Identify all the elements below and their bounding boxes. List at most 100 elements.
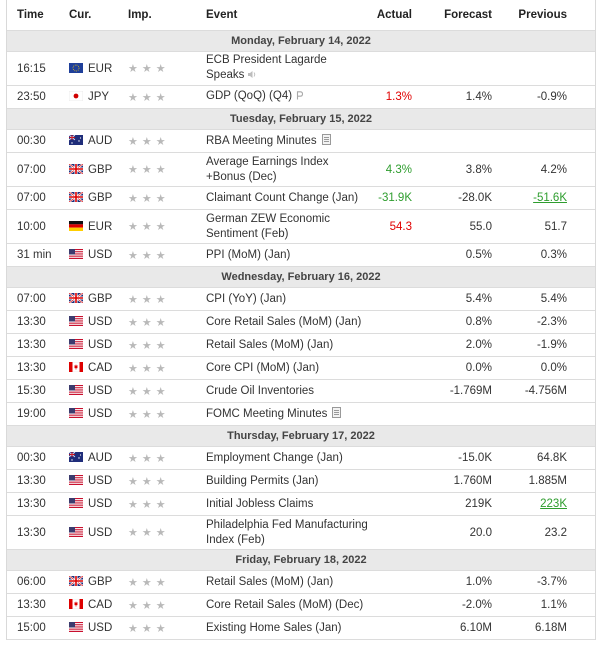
event-row[interactable]: 07:00 GBP ★ ★ ★ CPI (YoY) (Jan) 5.4% 5.4% (7, 287, 595, 311)
previous-value: 6.18M (535, 622, 567, 634)
event-row[interactable]: 13:30 USD ★ ★ ★ Retail Sales (MoM) (Jan) 2.0% -… (7, 333, 595, 357)
event-title[interactable]: FOMC Meeting Minutes (206, 407, 328, 420)
event-title[interactable]: RBA Meeting Minutes (206, 134, 317, 147)
event-title[interactable]: Retail Sales (MoM) (Jan) (206, 338, 334, 351)
star-icon: ★ (141, 622, 152, 635)
event-title[interactable]: PPI (MoM) (Jan) (206, 248, 291, 261)
event-name[interactable]: PPI (MoM) (Jan) (206, 243, 372, 267)
col-previous[interactable]: Previous (500, 0, 595, 31)
col-event[interactable]: Event (206, 0, 372, 31)
currency-code: GBP (88, 576, 113, 588)
event-row[interactable]: 23:50 JPY ★ ★ ★ GDP (QoQ) (Q4) 1.3% 1.4% -0.9% (7, 85, 595, 109)
event-time: 13:30 (7, 515, 69, 550)
event-forecast (420, 51, 500, 86)
event-name[interactable]: Core Retail Sales (MoM) (Jan) (206, 310, 372, 334)
event-name[interactable]: Retail Sales (MoM) (Jan) (206, 333, 372, 357)
event-name[interactable]: Building Permits (Jan) (206, 469, 372, 493)
event-name[interactable]: Core Retail Sales (MoM) (Dec) (206, 593, 372, 617)
star-icon: ★ (155, 316, 166, 329)
star-icon: ★ (128, 249, 138, 262)
event-name[interactable]: Retail Sales (MoM) (Jan) (206, 570, 372, 594)
event-row[interactable]: 10:00 EUR ★ ★ ★ German ZEW Economic Sentiment… (7, 209, 595, 244)
event-name[interactable]: Crude Oil Inventories (206, 379, 372, 403)
event-row[interactable]: 07:00 GBP ★ ★ ★ Average Earnings Index +Bonus… (7, 152, 595, 187)
event-row[interactable]: 13:30 CAD ★ ★ ★ Core Retail Sales (MoM) (Dec)… (7, 593, 595, 617)
event-row[interactable]: 13:30 USD ★ ★ ★ Core Retail Sales (MoM) (Jan)… (7, 310, 595, 334)
event-previous: -2.3% (500, 310, 595, 334)
event-title[interactable]: Retail Sales (MoM) (Jan) (206, 575, 334, 588)
event-row[interactable]: 07:00 GBP ★ ★ ★ Claimant Count Change (Jan) -3… (7, 186, 595, 210)
event-title[interactable]: Core CPI (MoM) (Jan) (206, 361, 320, 374)
event-name[interactable]: Employment Change (Jan) (206, 446, 372, 470)
event-title[interactable]: CPI (YoY) (Jan) (206, 292, 287, 305)
star-icon: ★ (128, 91, 138, 104)
event-title[interactable]: Core Retail Sales (MoM) (Jan) (206, 315, 362, 328)
currency-code: AUD (88, 135, 113, 147)
event-actual: 4.3% (372, 152, 420, 187)
event-row[interactable]: 15:30 USD ★ ★ ★ Crude Oil Inventories -1.769M -… (7, 379, 595, 403)
event-title[interactable]: Employment Change (Jan) (206, 451, 343, 464)
event-name[interactable]: FOMC Meeting Minutes (206, 402, 372, 426)
importance-stars: ★ ★ ★ (128, 616, 206, 640)
event-title[interactable]: Initial Jobless Claims (206, 497, 314, 510)
event-row[interactable]: 13:30 USD ★ ★ ★ Building Permits (Jan) 1.760M 1… (7, 469, 595, 493)
event-time: 13:30 (7, 333, 69, 357)
event-name[interactable]: German ZEW Economic Sentiment (Feb) (206, 209, 372, 244)
event-currency: GBP (69, 186, 128, 210)
event-row[interactable]: 00:30 AUD ★ ★ ★ Employment Change (Jan) -15.0K… (7, 446, 595, 470)
speaker-icon[interactable] (248, 69, 257, 84)
event-row[interactable]: 13:30 CAD ★ ★ ★ Core CPI (MoM) (Jan) 0.0% 0.0% (7, 356, 595, 380)
event-row[interactable]: 15:00 USD ★ ★ ★ Existing Home Sales (Jan) 6.10… (7, 616, 595, 640)
col-importance[interactable]: Imp. (128, 0, 206, 31)
event-row[interactable]: 16:15 EUR ★ ★ ★ ECB President Lagarde Speaks (7, 51, 595, 86)
event-previous: -51.6K (500, 186, 595, 210)
event-title[interactable]: Building Permits (Jan) (206, 474, 319, 487)
day-header-row: Friday, February 18, 2022 (7, 549, 595, 571)
col-actual[interactable]: Actual (372, 0, 420, 31)
event-title[interactable]: Core Retail Sales (MoM) (Dec) (206, 598, 364, 611)
star-icon: ★ (141, 316, 152, 329)
event-title[interactable]: Average Earnings Index +Bonus (Dec) (206, 155, 329, 183)
previous-value: 23.2 (544, 526, 567, 539)
document-icon[interactable] (332, 406, 342, 418)
event-name[interactable]: RBA Meeting Minutes (206, 129, 372, 153)
event-row[interactable]: 00:30 AUD ★ ★ ★ RBA Meeting Minutes (7, 129, 595, 153)
event-name[interactable]: ECB President Lagarde Speaks (206, 51, 372, 86)
currency-code: JPY (88, 91, 110, 103)
importance-stars: ★ ★ ★ (128, 85, 206, 109)
event-name[interactable]: Initial Jobless Claims (206, 492, 372, 516)
event-name[interactable]: Philadelphia Fed Manufacturing Index (Fe… (206, 515, 372, 550)
document-icon[interactable] (321, 133, 331, 145)
event-actual: -31.9K (372, 186, 420, 210)
event-title[interactable]: Claimant Count Change (Jan) (206, 191, 359, 204)
event-previous: 4.2% (500, 152, 595, 187)
event-title[interactable]: Existing Home Sales (Jan) (206, 621, 342, 634)
event-title[interactable]: GDP (QoQ) (Q4) (206, 90, 293, 102)
event-row[interactable]: 31 min USD ★ ★ ★ PPI (MoM) (Jan) 0.5% 0.3% (7, 243, 595, 267)
importance-stars: ★ ★ ★ (128, 515, 206, 550)
event-row[interactable]: 19:00 USD ★ ★ ★ FOMC Meeting Minutes (7, 402, 595, 426)
event-name[interactable]: Average Earnings Index +Bonus (Dec) (206, 152, 372, 187)
star-icon: ★ (128, 408, 138, 421)
event-name[interactable]: Core CPI (MoM) (Jan) (206, 356, 372, 380)
event-title[interactable]: ECB President Lagarde Speaks (206, 54, 327, 81)
star-icon: ★ (155, 63, 166, 75)
event-title[interactable]: German ZEW Economic Sentiment (Feb) (206, 212, 330, 240)
event-name[interactable]: Existing Home Sales (Jan) (206, 616, 372, 640)
event-time: 07:00 (7, 186, 69, 210)
event-title[interactable]: Crude Oil Inventories (206, 384, 315, 397)
col-time[interactable]: Time (7, 0, 69, 31)
calendar-body: Monday, February 14, 2022 16:15 EUR ★ ★ ★ ECB … (7, 30, 595, 640)
event-row[interactable]: 13:30 USD ★ ★ ★ Philadelphia Fed Manufacturin… (7, 515, 595, 550)
event-title[interactable]: Philadelphia Fed Manufacturing Index (Fe… (206, 518, 368, 546)
col-currency[interactable]: Cur. (69, 0, 128, 31)
event-name[interactable]: CPI (YoY) (Jan) (206, 287, 372, 311)
previous-value: 51.7 (544, 220, 567, 233)
event-name[interactable]: GDP (QoQ) (Q4) (206, 85, 372, 109)
event-name[interactable]: Claimant Count Change (Jan) (206, 186, 372, 210)
event-time: 07:00 (7, 152, 69, 187)
col-forecast[interactable]: Forecast (420, 0, 500, 31)
importance-stars: ★ ★ ★ (128, 446, 206, 470)
event-row[interactable]: 13:30 USD ★ ★ ★ Initial Jobless Claims 219K 223… (7, 492, 595, 516)
event-row[interactable]: 06:00 GBP ★ ★ ★ Retail Sales (MoM) (Jan) 1.0% -… (7, 570, 595, 594)
